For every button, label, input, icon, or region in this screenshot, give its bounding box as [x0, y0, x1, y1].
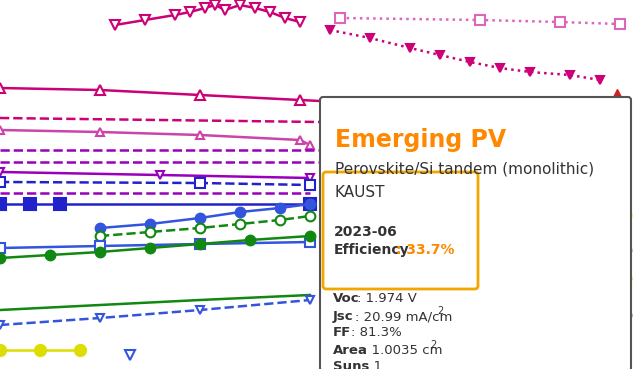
- Text: KAUST: KAUST: [334, 185, 385, 200]
- Text: 2: 2: [430, 340, 436, 350]
- Text: Voc: Voc: [333, 292, 360, 305]
- Text: Emerging PV: Emerging PV: [335, 128, 506, 152]
- Text: : 20.99 mA/cm: : 20.99 mA/cm: [355, 310, 452, 323]
- Text: : 1.0035 cm: : 1.0035 cm: [363, 344, 442, 357]
- Text: : 81.3%: : 81.3%: [351, 326, 402, 339]
- Text: Perovskite/Si tandem (monolithic): Perovskite/Si tandem (monolithic): [335, 162, 594, 177]
- Text: Area: Area: [333, 344, 368, 357]
- Text: 2: 2: [437, 306, 444, 316]
- Text: FF: FF: [333, 326, 351, 339]
- Text: 2023-06: 2023-06: [334, 225, 397, 239]
- Text: Efficiency: Efficiency: [334, 243, 410, 257]
- FancyBboxPatch shape: [320, 97, 631, 369]
- Text: : 33.7%: : 33.7%: [396, 243, 454, 257]
- Text: Suns: Suns: [333, 360, 369, 369]
- FancyBboxPatch shape: [323, 172, 478, 289]
- Text: : 1: : 1: [365, 360, 382, 369]
- Text: Jsc: Jsc: [333, 310, 354, 323]
- Text: : 1.974 V: : 1.974 V: [357, 292, 417, 305]
